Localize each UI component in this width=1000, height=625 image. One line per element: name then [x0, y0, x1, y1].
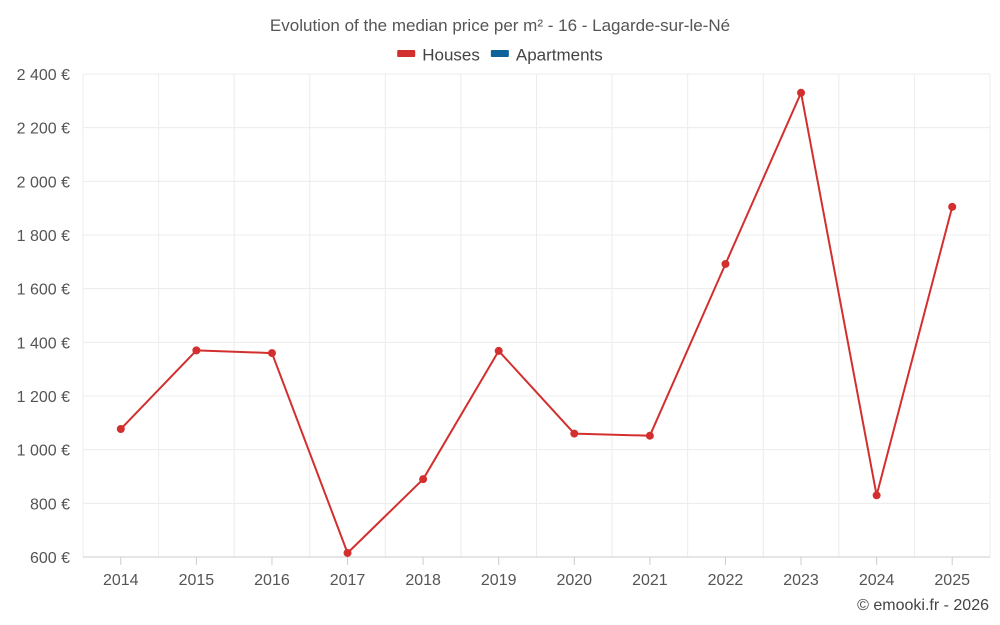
- data-point-houses-2020: [570, 429, 579, 438]
- data-point-houses-2019: [494, 346, 503, 355]
- legend-label-apartments: Apartments: [516, 45, 603, 64]
- data-point-houses-2015: [192, 346, 201, 355]
- data-point-houses-2023: [797, 88, 806, 97]
- y-tick-label: 600 €: [30, 550, 70, 567]
- data-point-houses-2022: [721, 259, 730, 268]
- data-point-houses-2017: [343, 548, 352, 557]
- y-tick-label: 1 200 €: [17, 389, 70, 406]
- x-tick-label: 2018: [405, 572, 441, 589]
- x-tick-label: 2021: [632, 572, 668, 589]
- data-point-houses-2024: [872, 491, 881, 500]
- x-tick-label: 2024: [859, 572, 895, 589]
- y-tick-label: 1 800 €: [17, 228, 70, 245]
- x-tick-label: 2019: [481, 572, 517, 589]
- data-point-houses-2021: [645, 431, 654, 440]
- x-tick-label: 2017: [330, 572, 366, 589]
- chart-title: Evolution of the median price per m² - 1…: [270, 16, 730, 35]
- legend-label-houses: Houses: [422, 45, 480, 64]
- y-tick-label: 1 400 €: [17, 335, 70, 352]
- y-tick-label: 1 000 €: [17, 443, 70, 460]
- x-tick-label: 2020: [556, 572, 592, 589]
- y-tick-label: 2 000 €: [17, 174, 70, 191]
- data-point-houses-2016: [267, 349, 276, 358]
- legend-swatch-apartments: [490, 50, 509, 57]
- data-point-houses-2014: [116, 425, 125, 434]
- legend-item-apartments[interactable]: Apartments: [490, 45, 603, 64]
- y-tick-label: 2 400 €: [17, 67, 70, 84]
- x-tick-label: 2025: [934, 572, 970, 589]
- data-point-houses-2025: [948, 202, 957, 211]
- x-tick-label: 2016: [254, 572, 290, 589]
- y-tick-label: 800 €: [30, 496, 70, 513]
- data-point-houses-2018: [419, 475, 428, 484]
- series-line-houses: [120, 91, 954, 554]
- grid: [82, 73, 991, 557]
- x-tick-label: 2014: [103, 572, 139, 589]
- y-tick-label: 1 600 €: [17, 282, 70, 299]
- legend-swatch-houses: [397, 50, 416, 57]
- x-tick-label: 2023: [783, 572, 819, 589]
- x-tick-label: 2015: [179, 572, 215, 589]
- x-tick-label: 2022: [708, 572, 744, 589]
- axes: 600 € 800 € 1 000 € 1 200 € 1 400 € 1 600 € 1 …: [17, 67, 990, 589]
- legend: Houses Apartments: [397, 45, 603, 64]
- credit-text: © emooki.fr - 2026: [857, 597, 989, 614]
- y-tick-label: 2 200 €: [17, 121, 70, 138]
- series-layer: [116, 88, 957, 557]
- legend-item-houses[interactable]: Houses: [397, 45, 480, 64]
